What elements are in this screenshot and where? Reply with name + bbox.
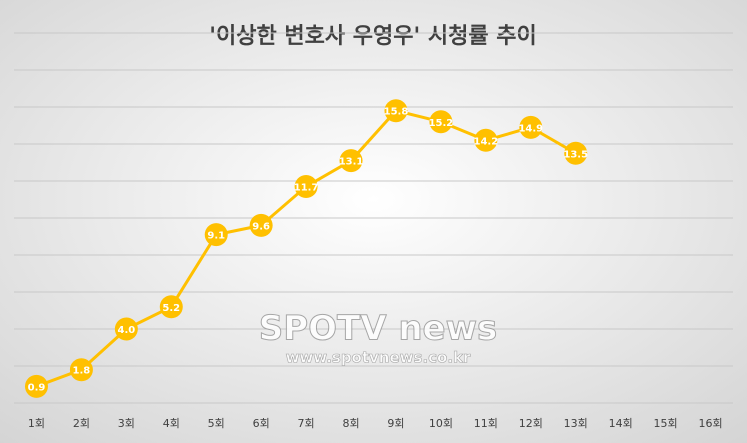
data-label: 15.8: [384, 107, 409, 118]
x-tick-label: 6회: [253, 417, 270, 430]
x-tick-label: 8회: [342, 417, 359, 430]
data-label: 4.0: [117, 325, 135, 336]
x-tick-label: 4회: [163, 417, 180, 430]
point: [69, 358, 93, 382]
x-tick-label: 12회: [519, 417, 543, 430]
data-label: 9.6: [252, 221, 270, 232]
watermark-url: www.spotvnews.co.kr: [286, 349, 471, 367]
data-label: 13.1: [339, 157, 364, 168]
data-label: 0.9: [28, 382, 46, 393]
x-tick-label: 10회: [429, 417, 453, 430]
data-label: 14.2: [474, 136, 499, 147]
point: [294, 175, 318, 199]
x-tick-label: 3회: [118, 417, 135, 430]
x-tick-label: 7회: [298, 417, 315, 430]
point: [159, 295, 183, 319]
x-tick-label: 11회: [474, 417, 498, 430]
data-label: 5.2: [162, 303, 180, 314]
data-label: 15.2: [429, 118, 454, 129]
point: [384, 99, 408, 123]
point: [114, 317, 138, 341]
x-tick-label: 13회: [564, 417, 588, 430]
data-label: 11.7: [294, 183, 319, 194]
point: [204, 223, 228, 247]
data-label: 1.8: [73, 366, 91, 377]
data-label: 13.5: [563, 149, 588, 160]
point: [519, 115, 543, 139]
x-tick-label: 9회: [387, 417, 404, 430]
point: [564, 141, 588, 165]
chart-title: '이상한 변호사 우영우' 시청률 추이: [209, 24, 536, 49]
point: [339, 149, 363, 173]
point: [24, 374, 48, 398]
data-label: 9.1: [207, 231, 225, 242]
x-tick-label: 16회: [698, 417, 722, 430]
point: [429, 110, 453, 134]
x-tick-label: 1회: [28, 417, 45, 430]
point: [249, 213, 273, 237]
x-tick-label: 14회: [609, 417, 633, 430]
x-tick-label: 5회: [208, 417, 225, 430]
x-tick-label: 2회: [73, 417, 90, 430]
x-tick-label: 15회: [654, 417, 678, 430]
point: [474, 128, 498, 152]
data-label: 14.9: [518, 123, 543, 134]
watermark-brand: SPOTV news: [259, 309, 498, 349]
